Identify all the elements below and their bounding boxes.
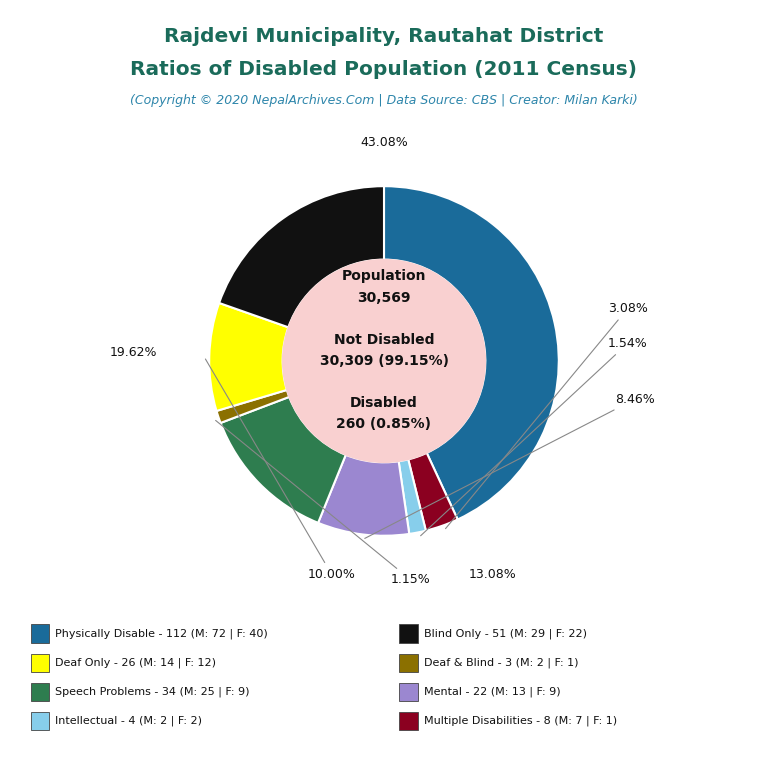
- Wedge shape: [399, 459, 425, 534]
- Text: (Copyright © 2020 NepalArchives.Com | Data Source: CBS | Creator: Milan Karki): (Copyright © 2020 NepalArchives.Com | Da…: [130, 94, 638, 107]
- Text: Mental - 22 (M: 13 | F: 9): Mental - 22 (M: 13 | F: 9): [424, 687, 561, 697]
- Text: 1.54%: 1.54%: [421, 337, 647, 536]
- Text: Multiple Disabilities - 8 (M: 7 | F: 1): Multiple Disabilities - 8 (M: 7 | F: 1): [424, 716, 617, 727]
- Text: Ratios of Disabled Population (2011 Census): Ratios of Disabled Population (2011 Cens…: [131, 60, 637, 79]
- Text: Speech Problems - 34 (M: 25 | F: 9): Speech Problems - 34 (M: 25 | F: 9): [55, 687, 250, 697]
- Wedge shape: [318, 455, 409, 536]
- Wedge shape: [384, 186, 559, 519]
- Text: Population
30,569

Not Disabled
30,309 (99.15%)

Disabled
260 (0.85%): Population 30,569 Not Disabled 30,309 (9…: [319, 270, 449, 432]
- Wedge shape: [220, 397, 346, 523]
- Text: 1.15%: 1.15%: [216, 420, 430, 586]
- Text: Blind Only - 51 (M: 29 | F: 22): Blind Only - 51 (M: 29 | F: 22): [424, 628, 587, 639]
- Text: Intellectual - 4 (M: 2 | F: 2): Intellectual - 4 (M: 2 | F: 2): [55, 716, 202, 727]
- Text: Deaf & Blind - 3 (M: 2 | F: 1): Deaf & Blind - 3 (M: 2 | F: 1): [424, 657, 578, 668]
- Text: 8.46%: 8.46%: [365, 393, 654, 538]
- Circle shape: [283, 260, 485, 462]
- Wedge shape: [409, 453, 458, 531]
- Text: 3.08%: 3.08%: [445, 302, 647, 528]
- Text: Deaf Only - 26 (M: 14 | F: 12): Deaf Only - 26 (M: 14 | F: 12): [55, 657, 217, 668]
- Wedge shape: [209, 303, 288, 411]
- Text: Rajdevi Municipality, Rautahat District: Rajdevi Municipality, Rautahat District: [164, 27, 604, 46]
- Wedge shape: [217, 390, 290, 423]
- Text: 19.62%: 19.62%: [109, 346, 157, 359]
- Wedge shape: [219, 186, 384, 327]
- Text: 13.08%: 13.08%: [468, 568, 516, 581]
- Text: 10.00%: 10.00%: [205, 359, 356, 581]
- Text: Physically Disable - 112 (M: 72 | F: 40): Physically Disable - 112 (M: 72 | F: 40): [55, 628, 268, 639]
- Text: 43.08%: 43.08%: [360, 136, 408, 149]
